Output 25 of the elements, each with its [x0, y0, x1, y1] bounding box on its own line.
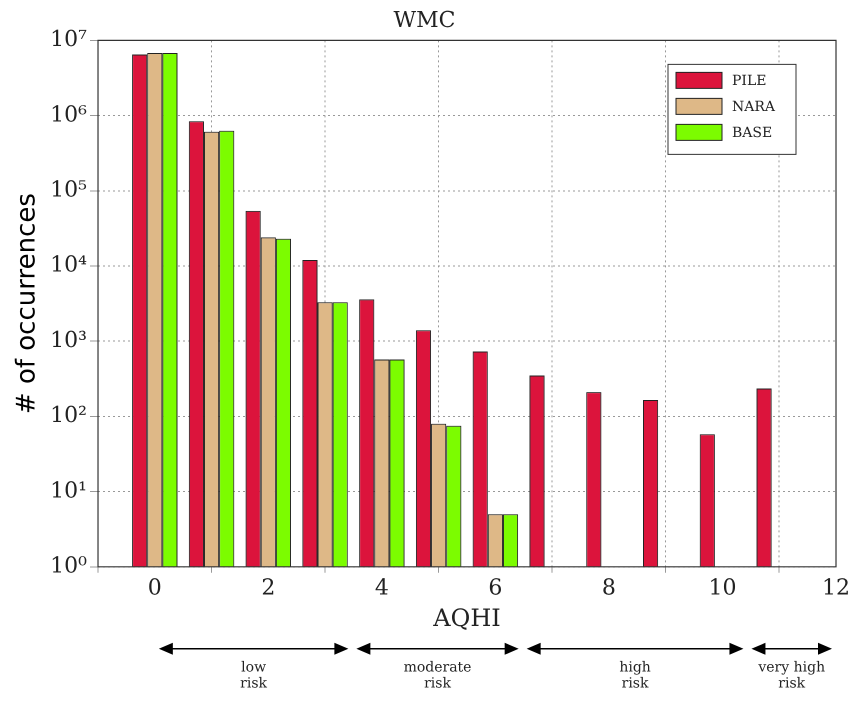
x-axis-title: AQHI: [432, 604, 501, 632]
y-tick-label: 10³: [50, 328, 88, 353]
x-tick-label: 10: [708, 576, 736, 601]
text: high risk: [619, 659, 651, 692]
x-tick-label: 6: [488, 576, 502, 601]
x-tick-label: 0: [148, 576, 162, 601]
text: moderate risk: [404, 659, 472, 692]
x-tick-label: 2: [261, 576, 276, 601]
y-axis-title: # of occurrences: [11, 193, 42, 414]
text: low risk: [240, 659, 268, 692]
legend-label: NARA: [732, 99, 776, 116]
chart-title: WMC: [394, 8, 456, 33]
x-tick-label: 12: [822, 576, 850, 601]
text: very high risk: [757, 659, 826, 692]
y-tick-label: 10⁴: [50, 252, 88, 278]
x-tick-label: 4: [374, 576, 389, 601]
y-tick-label: 10⁵: [50, 178, 88, 203]
legend-label: BASE: [732, 125, 772, 142]
y-tick-label: 10²: [50, 403, 88, 428]
y-tick-label: 10¹: [50, 478, 88, 504]
x-tick-label: 8: [602, 576, 616, 601]
y-tick-label: 10⁰: [50, 554, 88, 579]
y-tick-label: 10⁷: [50, 27, 88, 52]
legend-label: PILE: [732, 73, 766, 90]
y-tick-label: 10⁶: [50, 102, 88, 128]
